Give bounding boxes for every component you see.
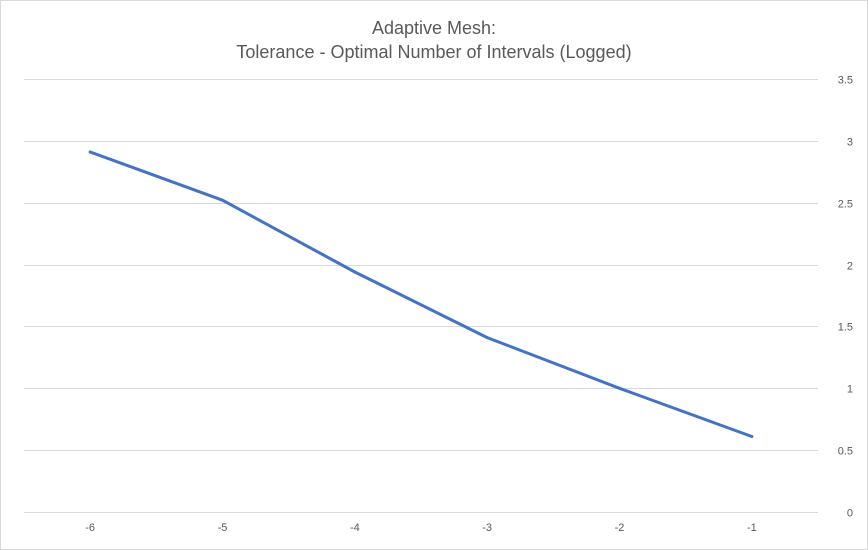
- gridlines: [24, 79, 818, 513]
- series-line: [88, 150, 754, 438]
- y-tick-label: 0.5: [838, 446, 853, 458]
- x-tick-label: -5: [218, 522, 228, 534]
- y-tick-label: 2.5: [838, 199, 853, 211]
- x-tick-label: -3: [482, 522, 492, 534]
- x-axis-tick-labels: -6 -5 -4 -3 -2 -1: [85, 522, 756, 534]
- y-tick-label: 1.5: [838, 322, 853, 334]
- x-tick-label: -6: [85, 522, 95, 534]
- chart-title-line-1: Adaptive Mesh:: [372, 18, 496, 38]
- x-tick-label: -2: [615, 522, 625, 534]
- chart-title-line-2: Tolerance - Optimal Number of Intervals …: [236, 42, 631, 62]
- data-point: [221, 198, 224, 202]
- data-point: [485, 336, 489, 340]
- y-tick-label: 1: [847, 384, 853, 396]
- data-point: [353, 270, 357, 274]
- y-tick-label: 3: [847, 137, 853, 149]
- y-tick-label: 0: [847, 508, 853, 520]
- x-tick-label: -1: [747, 522, 757, 534]
- data-series: [88, 150, 754, 439]
- y-axis-tick-labels: 0 0.5 1 1.5 2 2.5 3 3.5: [838, 75, 853, 520]
- data-point: [750, 435, 754, 439]
- y-tick-label: 3.5: [838, 75, 853, 87]
- data-point: [618, 386, 621, 390]
- chart-title: Adaptive Mesh: Tolerance - Optimal Numbe…: [236, 18, 631, 62]
- y-tick-label: 2: [847, 261, 853, 273]
- x-tick-label: -4: [350, 522, 360, 534]
- data-point: [88, 150, 92, 154]
